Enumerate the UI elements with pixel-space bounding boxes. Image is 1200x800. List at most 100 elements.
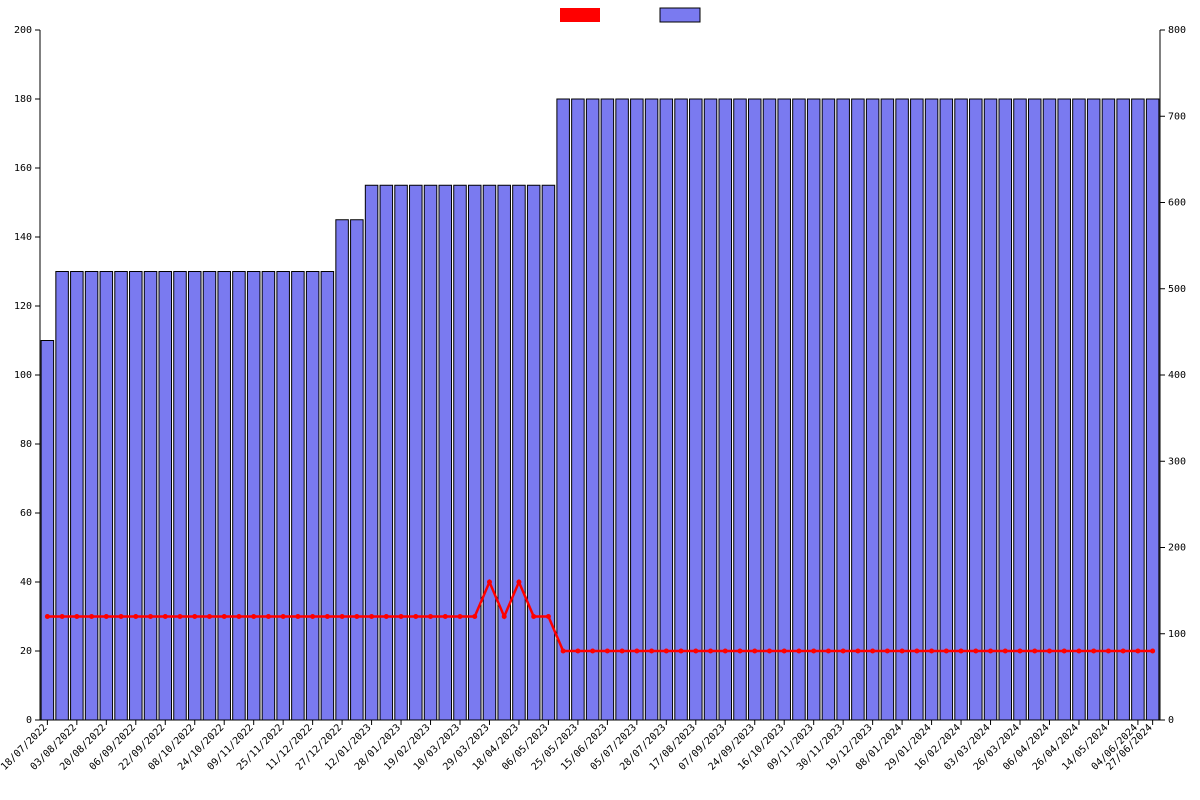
bar bbox=[572, 99, 585, 720]
bar bbox=[527, 185, 540, 720]
bar bbox=[601, 99, 614, 720]
line-marker bbox=[973, 649, 978, 654]
line-marker bbox=[988, 649, 993, 654]
bar bbox=[1073, 99, 1086, 720]
line-marker bbox=[443, 614, 448, 619]
line-marker bbox=[60, 614, 65, 619]
line-marker bbox=[546, 614, 551, 619]
line-marker bbox=[384, 614, 389, 619]
bar bbox=[71, 272, 84, 721]
line-marker bbox=[207, 614, 212, 619]
line-marker bbox=[959, 649, 964, 654]
bar bbox=[410, 185, 423, 720]
line-marker bbox=[811, 649, 816, 654]
line-marker bbox=[531, 614, 536, 619]
bar bbox=[159, 272, 172, 721]
bar bbox=[498, 185, 511, 720]
combo-chart: 0204060801001201401601802000100200300400… bbox=[0, 0, 1200, 800]
bar bbox=[100, 272, 113, 721]
line-marker bbox=[74, 614, 79, 619]
line-marker bbox=[605, 649, 610, 654]
bar bbox=[454, 185, 467, 720]
bar bbox=[1014, 99, 1027, 720]
line-marker bbox=[723, 649, 728, 654]
line-marker bbox=[148, 614, 153, 619]
line-marker bbox=[1062, 649, 1067, 654]
line-marker bbox=[738, 649, 743, 654]
bar bbox=[1102, 99, 1115, 720]
line-marker bbox=[325, 614, 330, 619]
line-marker bbox=[45, 614, 50, 619]
bar bbox=[351, 220, 364, 720]
y-right-tick-label: 600 bbox=[1168, 198, 1186, 209]
bar bbox=[1146, 99, 1159, 720]
y-left-tick-label: 60 bbox=[20, 508, 32, 519]
line-marker bbox=[413, 614, 418, 619]
line-marker bbox=[354, 614, 359, 619]
line-marker bbox=[1121, 649, 1126, 654]
line-marker bbox=[929, 649, 934, 654]
line-marker bbox=[119, 614, 124, 619]
y-right-tick-label: 200 bbox=[1168, 543, 1186, 554]
y-left-tick-label: 140 bbox=[14, 232, 32, 243]
bar bbox=[1132, 99, 1145, 720]
y-right-tick-label: 100 bbox=[1168, 629, 1186, 640]
bar bbox=[380, 185, 393, 720]
bar bbox=[188, 272, 201, 721]
y-right-tick-label: 500 bbox=[1168, 284, 1186, 295]
bar bbox=[704, 99, 717, 720]
line-marker bbox=[192, 614, 197, 619]
bar bbox=[719, 99, 732, 720]
bar bbox=[586, 99, 599, 720]
bar bbox=[763, 99, 776, 720]
line-marker bbox=[575, 649, 580, 654]
line-marker bbox=[266, 614, 271, 619]
y-left-tick-label: 180 bbox=[14, 94, 32, 105]
bar bbox=[866, 99, 879, 720]
y-left-tick-label: 80 bbox=[20, 439, 32, 450]
y-left-tick-label: 20 bbox=[20, 646, 32, 657]
line-marker bbox=[251, 614, 256, 619]
bar bbox=[1043, 99, 1056, 720]
line-marker bbox=[634, 649, 639, 654]
bar bbox=[85, 272, 98, 721]
line-marker bbox=[1076, 649, 1081, 654]
y-right-tick-label: 300 bbox=[1168, 456, 1186, 467]
line-marker bbox=[767, 649, 772, 654]
line-marker bbox=[458, 614, 463, 619]
line-marker bbox=[1150, 649, 1155, 654]
line-marker bbox=[885, 649, 890, 654]
bar bbox=[203, 272, 216, 721]
bar bbox=[925, 99, 938, 720]
bar bbox=[115, 272, 128, 721]
bar bbox=[424, 185, 437, 720]
bar bbox=[911, 99, 924, 720]
line-marker bbox=[340, 614, 345, 619]
y-right-tick-label: 400 bbox=[1168, 370, 1186, 381]
bar bbox=[262, 272, 275, 721]
bar bbox=[218, 272, 231, 721]
y-left-tick-label: 200 bbox=[14, 25, 32, 36]
line-marker bbox=[620, 649, 625, 654]
bar bbox=[395, 185, 408, 720]
y-left-tick-label: 160 bbox=[14, 163, 32, 174]
y-left-tick-label: 0 bbox=[26, 715, 32, 726]
bar bbox=[645, 99, 658, 720]
bar bbox=[233, 272, 246, 721]
bar bbox=[984, 99, 997, 720]
line-marker bbox=[708, 649, 713, 654]
line-marker bbox=[1032, 649, 1037, 654]
line-marker bbox=[428, 614, 433, 619]
bar bbox=[513, 185, 526, 720]
bar bbox=[56, 272, 69, 721]
bar bbox=[837, 99, 850, 720]
line-marker bbox=[679, 649, 684, 654]
line-marker bbox=[752, 649, 757, 654]
bar bbox=[439, 185, 452, 720]
bar bbox=[748, 99, 761, 720]
line-marker bbox=[1135, 649, 1140, 654]
y-left-tick-label: 40 bbox=[20, 577, 32, 588]
bar bbox=[660, 99, 673, 720]
line-marker bbox=[236, 614, 241, 619]
line-marker bbox=[104, 614, 109, 619]
